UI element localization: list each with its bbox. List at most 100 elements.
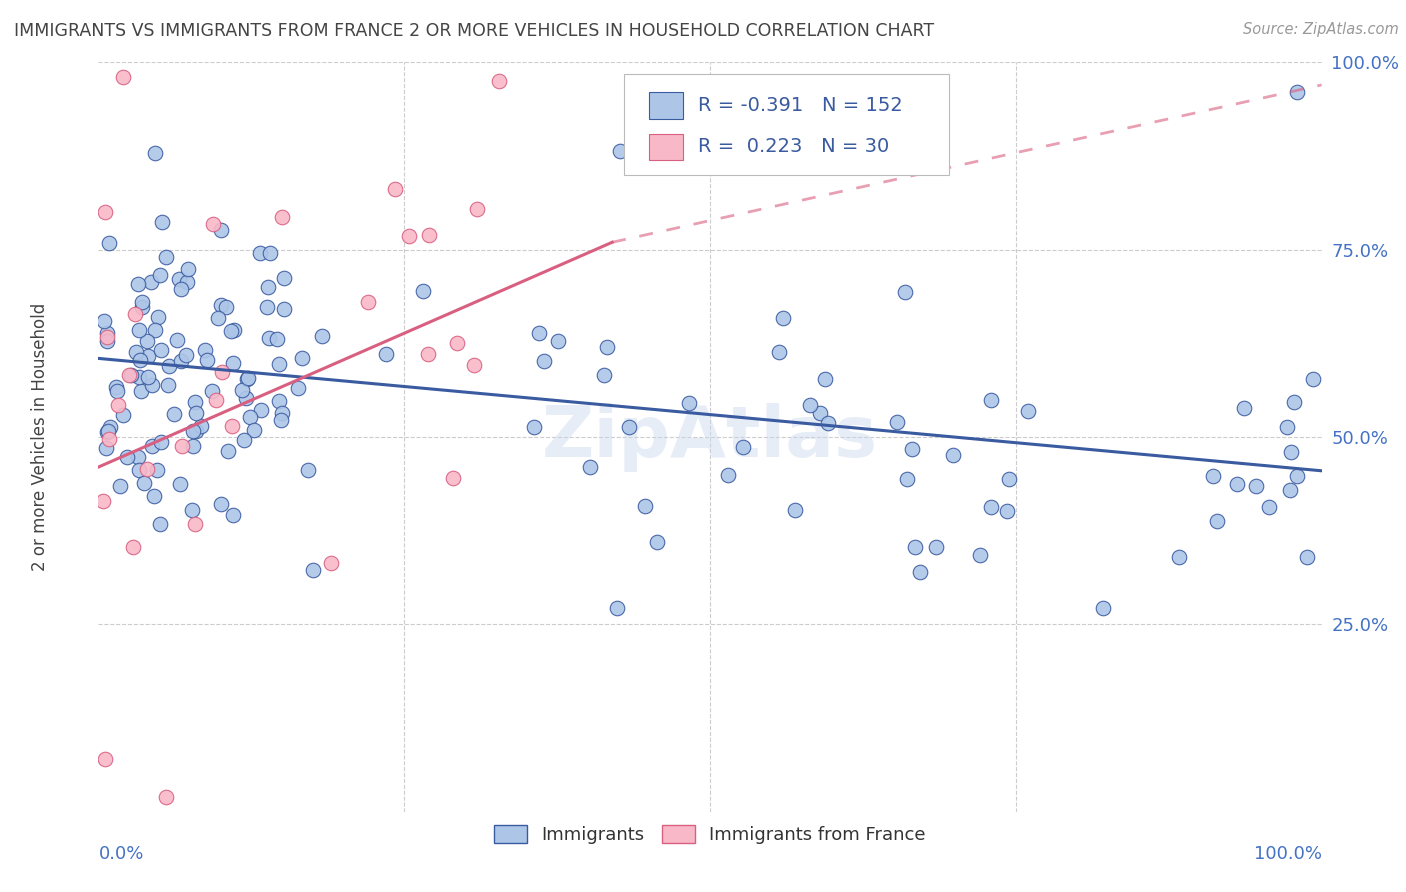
Point bbox=[190, 418, 212, 433]
FancyBboxPatch shape bbox=[624, 74, 949, 175]
Point bbox=[146, 463, 169, 477]
Point bbox=[136, 334, 159, 349]
Point bbox=[596, 340, 619, 354]
Point bbox=[217, 444, 239, 458]
Point bbox=[267, 394, 290, 409]
Point bbox=[257, 280, 280, 294]
Point bbox=[134, 475, 156, 490]
Point bbox=[814, 372, 837, 386]
Point bbox=[127, 450, 149, 464]
Point bbox=[136, 462, 159, 476]
Point bbox=[205, 392, 228, 407]
Point bbox=[108, 478, 131, 492]
Point bbox=[93, 752, 115, 766]
Point bbox=[416, 346, 439, 360]
Point bbox=[166, 333, 188, 347]
Point bbox=[141, 275, 163, 289]
Point bbox=[96, 441, 118, 455]
Point bbox=[894, 285, 917, 300]
Point bbox=[195, 352, 218, 367]
Point bbox=[131, 294, 153, 309]
Point bbox=[96, 334, 118, 349]
Text: IMMIGRANTS VS IMMIGRANTS FROM FRANCE 2 OR MORE VEHICLES IN HOUSEHOLD CORRELATION: IMMIGRANTS VS IMMIGRANTS FROM FRANCE 2 O… bbox=[14, 22, 934, 40]
Point bbox=[1282, 395, 1305, 409]
Point bbox=[209, 497, 232, 511]
Point bbox=[273, 301, 295, 316]
Point bbox=[465, 202, 488, 216]
Point bbox=[1092, 601, 1115, 615]
Point bbox=[96, 326, 118, 341]
Point bbox=[136, 369, 159, 384]
Point bbox=[799, 398, 821, 412]
Point bbox=[980, 500, 1002, 514]
Point bbox=[1206, 515, 1229, 529]
Point bbox=[96, 425, 118, 439]
Point bbox=[149, 268, 172, 282]
Point bbox=[398, 228, 420, 243]
Point bbox=[232, 433, 254, 447]
Point bbox=[533, 354, 555, 368]
Legend: Immigrants, Immigrants from France: Immigrants, Immigrants from France bbox=[486, 818, 934, 851]
Point bbox=[183, 395, 205, 409]
Point bbox=[231, 383, 253, 397]
Point bbox=[1279, 445, 1302, 459]
Point bbox=[1257, 500, 1279, 514]
Point bbox=[167, 272, 190, 286]
Point bbox=[1278, 483, 1301, 497]
Point bbox=[174, 348, 197, 362]
Point bbox=[183, 425, 205, 439]
Point bbox=[257, 331, 280, 345]
Point bbox=[202, 218, 225, 232]
Point bbox=[98, 419, 121, 434]
Point bbox=[374, 347, 396, 361]
Point bbox=[783, 503, 806, 517]
Point bbox=[1233, 401, 1256, 416]
Point bbox=[128, 370, 150, 384]
Point bbox=[1226, 477, 1249, 491]
Point bbox=[150, 214, 173, 228]
Point bbox=[131, 300, 153, 314]
Point bbox=[209, 298, 232, 312]
Point bbox=[121, 540, 143, 554]
Point bbox=[1244, 479, 1267, 493]
Point bbox=[93, 314, 115, 328]
Point bbox=[209, 223, 232, 237]
Point bbox=[169, 477, 191, 491]
Point bbox=[645, 535, 668, 549]
Point bbox=[112, 408, 135, 422]
Point bbox=[995, 504, 1018, 518]
Point bbox=[523, 420, 546, 434]
Point bbox=[169, 282, 191, 296]
Point bbox=[287, 381, 309, 395]
Point bbox=[678, 396, 700, 410]
Point bbox=[250, 403, 273, 417]
Point bbox=[172, 439, 194, 453]
Point bbox=[236, 370, 259, 384]
Point bbox=[127, 277, 149, 291]
Point bbox=[609, 145, 631, 159]
Point bbox=[634, 499, 657, 513]
Point bbox=[125, 345, 148, 359]
Point bbox=[128, 323, 150, 337]
Point bbox=[901, 442, 924, 456]
Point bbox=[124, 307, 146, 321]
Point bbox=[235, 372, 257, 386]
Point bbox=[1286, 469, 1309, 483]
Point bbox=[1275, 420, 1298, 434]
Point bbox=[93, 494, 115, 508]
Point bbox=[772, 310, 794, 325]
Point bbox=[224, 323, 246, 337]
Point bbox=[256, 300, 278, 314]
Point bbox=[259, 246, 281, 260]
Point bbox=[143, 145, 166, 160]
Point bbox=[243, 423, 266, 437]
Point bbox=[998, 472, 1021, 486]
FancyBboxPatch shape bbox=[648, 93, 683, 119]
Point bbox=[150, 434, 173, 449]
Point bbox=[249, 245, 271, 260]
Point bbox=[1295, 549, 1317, 564]
Point bbox=[184, 424, 207, 438]
Text: R = -0.391   N = 152: R = -0.391 N = 152 bbox=[697, 96, 903, 115]
Point bbox=[222, 356, 245, 370]
Point bbox=[446, 335, 468, 350]
